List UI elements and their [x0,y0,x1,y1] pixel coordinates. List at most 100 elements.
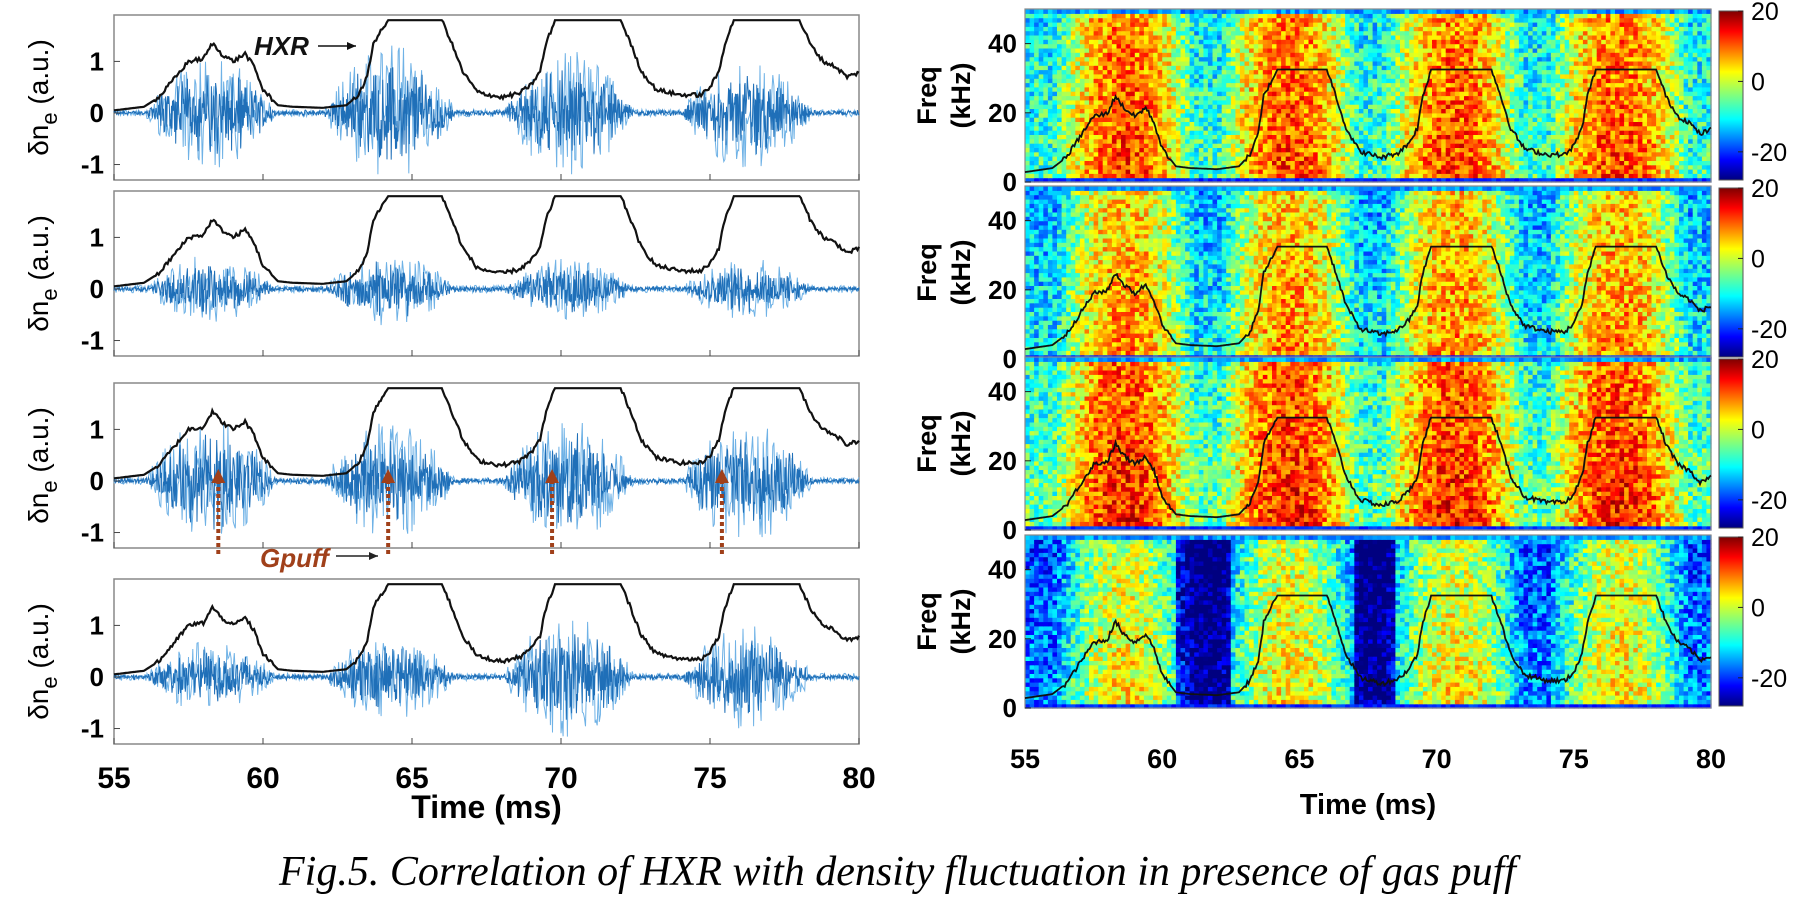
spectrogram-cell [1281,130,1287,135]
spectrogram-cell [1441,43,1447,49]
spectrogram-cell [1340,156,1346,161]
spectrogram-cell [1418,117,1424,122]
spectrogram-cell [1125,43,1131,49]
spectrogram-cell [1313,91,1319,97]
spectrogram-cell [1322,177,1328,183]
spectrogram-cell [1404,82,1410,88]
spectrogram-cell [1322,52,1328,58]
spectrogram-cell [1226,147,1232,153]
spectrogram-cell [1500,147,1506,153]
spectrogram-cell [1450,169,1456,174]
spectrogram-cell [1624,104,1630,109]
spectrogram-cell [1642,99,1648,105]
spectrogram-cell [1505,112,1511,118]
spectrogram-cell [1276,134,1282,140]
spectrogram-cell [1345,121,1351,127]
spectrogram-cell [1555,112,1561,118]
spectrogram-cell [1468,151,1474,157]
spectrogram-cell [1290,156,1296,161]
spectrogram-cell [1473,86,1479,92]
spectrogram-cell [1057,65,1063,71]
spectrogram-cell [1637,173,1643,179]
spectrogram-cell [1349,130,1355,135]
spectrogram-cell [1162,91,1168,97]
spectrogram-cell [1034,69,1040,75]
spectrogram-cell [1441,78,1447,84]
spectrogram-cell [1546,86,1552,92]
spectrogram-cell [1637,160,1643,166]
spectrogram-cell [1107,39,1113,45]
spectrogram-cell [1212,151,1218,157]
spectrogram-cell [1207,56,1214,62]
spectrogram-cell [1098,177,1104,183]
spectrogram-cell [1285,95,1291,101]
spectrogram-cell [1340,99,1346,105]
spectrogram-cell [1633,99,1639,105]
spectrogram-cell [1564,91,1570,97]
spectrogram-cell [1189,112,1195,118]
spectrogram-cell [1436,65,1442,71]
spectrogram-cell [1413,177,1419,183]
spectrogram-cell [1706,47,1712,53]
spectrogram-cell [1267,52,1273,58]
spectrogram-cell [1395,52,1401,58]
spectrogram-cell [1464,169,1470,174]
spectrogram-cell [1560,82,1566,88]
spectrogram-cell [1477,156,1483,161]
spectrogram-cell [1560,134,1566,140]
spectrogram-cell [1400,160,1406,166]
spectrogram-cell [1230,95,1236,101]
spectrogram-cell [1697,78,1703,84]
spectrogram-cell [1057,147,1063,153]
spectrogram-cell [1267,99,1273,105]
spectrogram-cell [1633,169,1639,174]
spectrogram-cell [1468,65,1474,71]
spectrogram-cell [1239,78,1246,84]
spectrogram-cell [1555,99,1561,105]
y-axis-label-sub: e [37,676,62,688]
spectrogram-cell [1207,108,1214,114]
spectrogram-cell [1569,43,1575,49]
spectrogram-cell [1212,169,1218,174]
spectrogram-cell [1194,160,1200,166]
spectrogram-cell [1276,147,1282,153]
spectrogram-cell [1523,99,1529,105]
gpuff-label: Gpuff [260,543,331,573]
spectrogram-cell [1482,164,1488,170]
spectrogram-cell [1564,108,1570,114]
spectrogram-cell [1445,60,1451,66]
spectrogram-cell [1679,69,1685,75]
spectrogram-cell [1185,125,1191,131]
spectrogram-cell [1381,69,1387,75]
spectrogram-cell [1619,65,1625,71]
spectrogram-cell [1509,52,1515,58]
spectrogram-cell [1706,52,1712,58]
spectrogram-cell [1130,156,1136,161]
spectrogram-cell [1587,164,1593,170]
spectrogram-cell [1166,82,1172,88]
spectrogram-cell [1340,173,1346,179]
spectrogram-cell [1560,95,1566,101]
spectrogram-cell [1047,177,1054,183]
spectrogram-cell [1569,99,1575,105]
spectrogram-cell [1148,60,1154,66]
spectrogram-cell [1066,147,1072,153]
spectrogram-cell [1674,117,1680,122]
spectrogram-cell [1372,169,1378,174]
spectrogram-cell [1550,177,1557,183]
spectrogram-cell [1509,177,1515,183]
spectrogram-cell [1203,160,1209,166]
spectrogram-cell [1532,169,1538,174]
spectrogram-cell [1578,160,1584,166]
spectrogram-cell [1679,138,1685,144]
spectrogram-cell [1354,164,1360,170]
spectrogram-cell [1139,39,1145,45]
spectrogram-cell [1116,104,1122,109]
spectrogram-cell [1070,104,1076,109]
spectrogram-cell [1628,130,1634,135]
spectrogram-cell [1665,78,1671,84]
spectrogram-cell [1706,147,1712,153]
spectrogram-cell [1560,121,1566,127]
spectrogram-cell [1445,134,1451,140]
spectrogram-cell [1322,95,1328,101]
